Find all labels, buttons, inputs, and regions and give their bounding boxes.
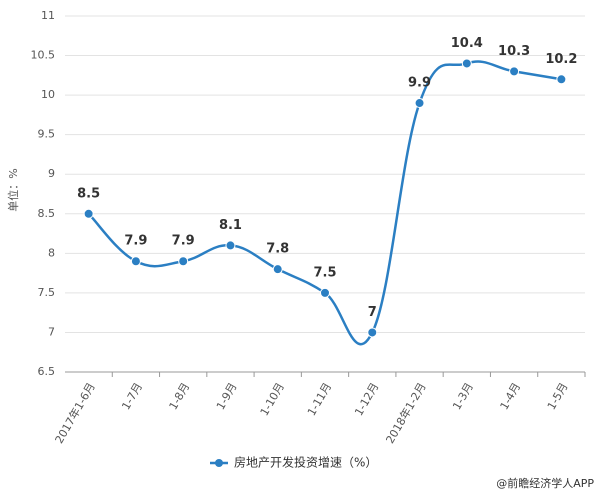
y-tick-label: 7 bbox=[48, 325, 55, 338]
y-tick-label: 6.5 bbox=[38, 365, 56, 378]
x-tick-label: 2018年1-2月 bbox=[383, 380, 429, 446]
x-tick-label: 1-4月 bbox=[498, 381, 524, 413]
x-tick-label: 1-11月 bbox=[305, 381, 334, 419]
x-tick-label: 1-7月 bbox=[119, 381, 145, 413]
data-point bbox=[509, 66, 520, 77]
data-point bbox=[130, 256, 141, 267]
data-point bbox=[414, 98, 425, 109]
x-tick-label: 1-8月 bbox=[167, 381, 193, 413]
x-tick-label: 2017年1-6月 bbox=[52, 380, 98, 446]
data-point bbox=[178, 256, 189, 267]
data-point bbox=[367, 327, 378, 338]
data-label: 7.8 bbox=[266, 242, 289, 257]
y-axis-label: 单位：% bbox=[6, 168, 20, 211]
data-label: 8.1 bbox=[219, 218, 242, 233]
x-tick-label: 1-10月 bbox=[258, 381, 287, 419]
data-label: 7.5 bbox=[313, 265, 336, 280]
data-point bbox=[83, 208, 94, 219]
x-tick-label: 1-3月 bbox=[450, 381, 476, 413]
data-label: 7 bbox=[368, 305, 377, 320]
data-point bbox=[556, 74, 567, 85]
data-point bbox=[225, 240, 236, 251]
data-label: 10.4 bbox=[451, 36, 483, 51]
data-label: 7.9 bbox=[124, 234, 147, 249]
data-label: 10.2 bbox=[545, 52, 577, 67]
y-tick-label: 11 bbox=[41, 9, 55, 22]
y-tick-label: 8.5 bbox=[38, 207, 56, 220]
data-label: 7.9 bbox=[172, 234, 195, 249]
y-tick-label: 8 bbox=[48, 246, 55, 259]
data-label: 9.9 bbox=[408, 76, 431, 91]
y-tick-label: 7.5 bbox=[38, 286, 56, 299]
y-tick-label: 9 bbox=[48, 167, 55, 180]
data-point bbox=[320, 287, 330, 298]
y-tick-label: 10 bbox=[41, 88, 55, 101]
data-label: 10.3 bbox=[498, 44, 530, 59]
y-tick-label: 10.5 bbox=[31, 49, 56, 62]
legend-label: 房地产开发投资增速（%） bbox=[234, 455, 377, 470]
legend-marker bbox=[215, 459, 223, 467]
data-point bbox=[272, 264, 283, 275]
y-tick-label: 9.5 bbox=[38, 128, 56, 141]
data-point bbox=[461, 58, 472, 69]
x-tick-label: 1-12月 bbox=[352, 381, 381, 419]
x-tick-label: 1-9月 bbox=[214, 381, 240, 413]
x-tick-label: 1-5月 bbox=[545, 381, 571, 413]
series-line bbox=[87, 60, 562, 346]
data-label: 8.5 bbox=[77, 186, 100, 201]
footer: @前瞻经济学人APP bbox=[496, 476, 594, 490]
